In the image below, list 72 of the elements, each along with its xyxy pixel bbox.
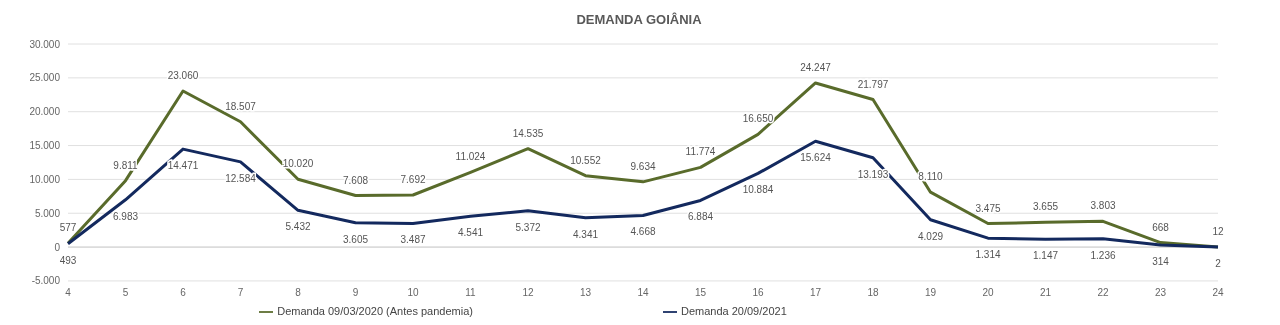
data-label: 1.314 <box>975 249 1001 261</box>
chart-title: DEMANDA GOIÂNIA <box>575 11 703 29</box>
data-label: 21.797 <box>857 78 889 90</box>
data-label: 577 <box>59 222 77 234</box>
data-label: 3.475 <box>975 202 1001 214</box>
x-tick-label: 24 <box>1212 287 1224 299</box>
x-tick-label: 23 <box>1154 287 1167 299</box>
data-label: 6.983 <box>112 210 139 222</box>
x-tick-label: 5 <box>122 287 129 299</box>
x-tick-label: 22 <box>1097 287 1109 299</box>
x-tick-label: 10 <box>407 287 419 299</box>
data-label: 12.584 <box>225 172 257 184</box>
data-label: 668 <box>1152 221 1170 233</box>
data-label: 1.147 <box>1032 250 1059 262</box>
data-label: 10.884 <box>742 184 774 196</box>
y-tick-label: -5.000 <box>31 275 61 287</box>
data-label: 3.605 <box>342 233 369 245</box>
y-tick-label: 30.000 <box>29 38 61 50</box>
data-label: 4.029 <box>917 230 944 242</box>
y-tick-label: 25.000 <box>29 72 61 84</box>
x-tick-label: 9 <box>352 287 359 299</box>
data-label: 23.060 <box>167 69 199 81</box>
x-tick-label: 15 <box>694 287 707 299</box>
x-tick-label: 14 <box>637 287 649 299</box>
x-tick-label: 16 <box>752 287 764 299</box>
y-tick-label: 20.000 <box>29 106 61 118</box>
data-label: 14.535 <box>512 127 544 139</box>
x-tick-label: 7 <box>237 287 244 299</box>
data-label: 3.487 <box>400 234 426 246</box>
x-tick-label: 18 <box>867 287 879 299</box>
y-tick-label: 5.000 <box>34 207 61 219</box>
legend-label: Demanda 09/03/2020 (Antes pandemia) <box>277 304 473 317</box>
x-tick-label: 6 <box>180 287 187 299</box>
y-tick-label: 10.000 <box>29 173 61 185</box>
data-label: 15.624 <box>800 152 832 164</box>
data-label: 5.432 <box>285 221 311 233</box>
x-tick-label: 12 <box>522 287 534 299</box>
data-label: 12 <box>1212 225 1224 237</box>
data-label: 10.020 <box>282 158 314 170</box>
data-label: 2 <box>1215 258 1222 270</box>
data-label: 314 <box>1152 255 1170 267</box>
data-label: 18.507 <box>225 100 257 112</box>
data-label: 7.692 <box>400 174 426 185</box>
data-label: 6.884 <box>687 211 714 223</box>
data-label: 3.803 <box>1090 200 1116 212</box>
data-label: 24.247 <box>800 61 832 73</box>
y-tick-label: 15.000 <box>29 140 61 152</box>
data-label: 16.650 <box>742 113 774 125</box>
data-label: 11.774 <box>685 146 716 158</box>
data-label: 5.372 <box>515 221 541 233</box>
data-label: 1.236 <box>1090 249 1116 261</box>
data-label: 7.608 <box>342 174 369 186</box>
legend-label: Demanda 20/09/2021 <box>680 304 787 317</box>
data-label: 14.471 <box>167 160 199 172</box>
x-tick-label: 17 <box>809 287 822 299</box>
data-label: 11.024 <box>455 151 486 163</box>
data-label: 13.193 <box>857 168 889 180</box>
x-tick-label: 19 <box>924 287 937 299</box>
data-label: 4.668 <box>630 226 656 238</box>
data-label: 4.341 <box>572 228 599 240</box>
x-tick-label: 11 <box>465 287 477 299</box>
data-label: 3.655 <box>1032 201 1059 213</box>
x-tick-label: 20 <box>982 287 994 299</box>
data-label: 9.634 <box>630 160 656 172</box>
data-label: 10.552 <box>570 154 602 166</box>
y-tick-label: 0 <box>54 241 61 253</box>
x-tick-label: 4 <box>65 287 72 299</box>
x-tick-label: 13 <box>579 287 592 299</box>
x-tick-label: 21 <box>1039 287 1052 299</box>
x-tick-label: 8 <box>295 287 302 299</box>
data-label: 493 <box>59 254 77 266</box>
data-label: 4.541 <box>457 227 484 239</box>
